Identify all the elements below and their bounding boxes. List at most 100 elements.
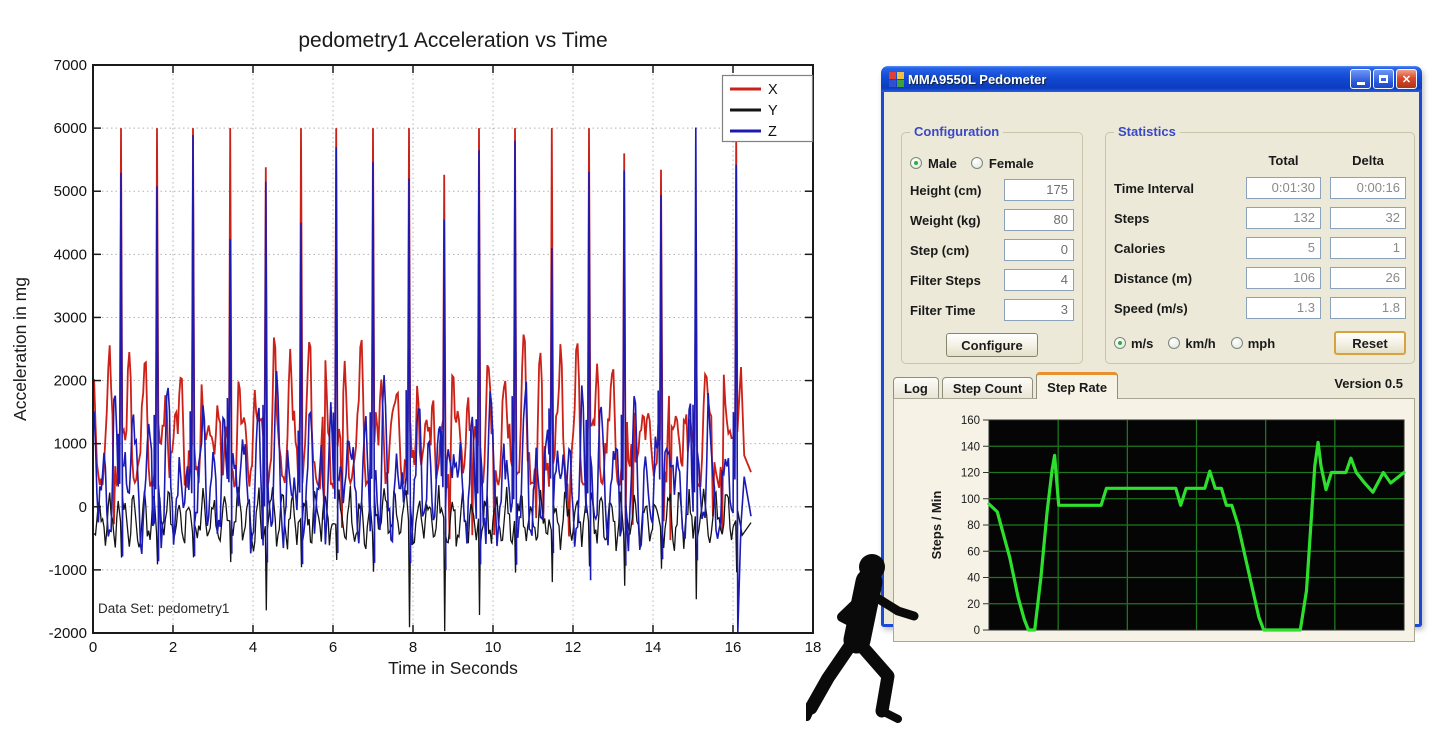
gender-radio-female[interactable] [970, 157, 983, 169]
delta-column-header: Delta [1352, 152, 1384, 168]
window-body: Configuration Male Female Height (cm) 175 W… [884, 92, 1419, 642]
stat-row: Calories 5 1 [1114, 233, 1406, 263]
unit-radio-mph[interactable] [1230, 337, 1243, 349]
window-title: MMA9550L Pedometer [908, 71, 1047, 87]
config-field-label: Height (cm) [910, 182, 982, 198]
legend-label-y: Y [768, 103, 778, 119]
y-tick-label: 5000 [54, 183, 87, 200]
step-rate-panel: 0 20 40 60 80 100 120 140 160 Steps / Min [893, 398, 1415, 642]
minimize-button[interactable] [1350, 69, 1371, 89]
rate-y-tick-label: 120 [961, 468, 980, 480]
acceleration-figure: 0 2 4 6 8 10 12 14 16 18 -2000 -1000 0 1000 2000 3000 40… [10, 29, 822, 678]
tab-step-count[interactable]: Step Count [941, 377, 1034, 399]
speed-units-row: m/s km/h mph Reset [1114, 327, 1406, 359]
statistics-caption: Statistics [1114, 124, 1180, 139]
total-column-header: Total [1268, 152, 1299, 168]
rate-y-tick-label: 60 [967, 546, 980, 558]
config-field-row: Step (cm) 0 [910, 235, 1074, 265]
y-tick-label: 4000 [54, 246, 87, 263]
figure-series [93, 127, 752, 633]
stat-total-value[interactable]: 5 [1246, 237, 1321, 259]
stat-total-value[interactable]: 1.3 [1246, 297, 1321, 319]
config-field-input[interactable]: 3 [1004, 299, 1074, 321]
rate-y-tick-label: 20 [967, 599, 980, 611]
step-rate-line [987, 440, 1406, 632]
figure-frame: 0 2 4 6 8 10 12 14 16 18 -2000 -1000 0 1000 2000 3000 40… [49, 57, 822, 656]
unit-radio-label: mph [1247, 335, 1276, 351]
stat-delta-value[interactable]: 0:00:16 [1330, 177, 1406, 199]
stat-row-label: Time Interval [1114, 180, 1194, 196]
series-y [93, 485, 752, 632]
minimize-icon [1356, 82, 1365, 85]
gender-radio-label: Female [988, 155, 1034, 171]
stat-delta-value[interactable]: 26 [1330, 267, 1406, 289]
statistics-column-headers: Total Delta [1114, 147, 1406, 173]
statistics-rows: Time Interval 0:01:30 0:00:16 Steps 132 32 Cal… [1114, 173, 1406, 323]
x-tick-label: 12 [565, 639, 582, 656]
maximize-button[interactable] [1373, 69, 1394, 89]
configure-button[interactable]: Configure [946, 333, 1038, 357]
y-tick-label: -1000 [49, 562, 87, 579]
stat-delta-value[interactable]: 1.8 [1330, 297, 1406, 319]
figure-y-label: Acceleration in mg [10, 277, 30, 421]
configuration-groupbox: Configuration Male Female Height (cm) 175 W… [901, 124, 1083, 364]
config-field-input[interactable]: 0 [1004, 239, 1074, 261]
unit-radio-ms[interactable] [1114, 337, 1126, 349]
x-tick-label: 2 [169, 639, 177, 656]
reset-button[interactable]: Reset [1334, 331, 1406, 355]
x-tick-label: 18 [805, 639, 822, 656]
stat-total-value[interactable]: 132 [1246, 207, 1321, 229]
close-icon: ✕ [1401, 73, 1412, 86]
config-field-label: Filter Time [910, 302, 976, 318]
config-field-label: Filter Steps [910, 272, 981, 288]
stat-total-value[interactable]: 0:01:30 [1246, 177, 1321, 199]
rate-y-tick-label: 0 [974, 625, 980, 637]
stat-delta-value[interactable]: 1 [1330, 237, 1406, 259]
config-field-label: Weight (kg) [910, 212, 981, 228]
window-titlebar[interactable]: MMA9550L Pedometer ✕ [881, 66, 1422, 92]
y-tick-label: 3000 [54, 309, 87, 326]
gender-radio-male[interactable] [910, 157, 922, 169]
stat-delta-value[interactable]: 32 [1330, 207, 1406, 229]
x-tick-label: 10 [485, 639, 502, 656]
gender-radio-row: Male Female [910, 151, 1074, 175]
figure-legend: XYZ [721, 74, 814, 143]
config-field-row: Weight (kg) 80 [910, 205, 1074, 235]
gender-radio-label: Male [928, 155, 957, 171]
config-field-input[interactable]: 175 [1004, 179, 1074, 201]
tab-step-rate[interactable]: Step Rate [1036, 372, 1119, 399]
close-button[interactable]: ✕ [1396, 69, 1417, 89]
version-label: Version 0.5 [1334, 376, 1403, 391]
unit-radio-kmh[interactable] [1168, 337, 1181, 349]
config-field-row: Height (cm) 175 [910, 175, 1074, 205]
configuration-caption: Configuration [910, 124, 1004, 139]
tab-log[interactable]: Log [893, 377, 939, 399]
rate-y-tick-label: 140 [961, 441, 980, 453]
x-tick-label: 14 [645, 639, 662, 656]
config-field-input[interactable]: 4 [1004, 269, 1074, 291]
tab-strip: Log Step Count Step Rate [893, 372, 1415, 399]
x-tick-label: 8 [409, 639, 417, 656]
step-rate-chart: 0 20 40 60 80 100 120 140 160 Steps / Min [929, 415, 1406, 637]
unit-radio-label: km/h [1185, 335, 1216, 351]
rate-y-tick-label: 80 [967, 520, 980, 532]
figure-gridlines [93, 65, 813, 633]
stat-row-label: Calories [1114, 240, 1166, 256]
stat-row: Speed (m/s) 1.3 1.8 [1114, 293, 1406, 323]
config-field-label: Step (cm) [910, 242, 970, 258]
rate-y-tick-label: 40 [967, 573, 980, 585]
config-field-input[interactable]: 80 [1004, 209, 1074, 231]
stat-total-value[interactable]: 106 [1246, 267, 1321, 289]
stat-row: Steps 132 32 [1114, 203, 1406, 233]
runner-silhouette [806, 554, 919, 723]
y-tick-label: 6000 [54, 120, 87, 137]
rate-y-tick-label: 100 [961, 494, 980, 506]
series-z [93, 127, 752, 633]
y-tick-label: 2000 [54, 373, 87, 390]
legend-label-z: Z [768, 124, 777, 140]
series-x [93, 128, 752, 541]
configuration-fields: Height (cm) 175 Weight (kg) 80 Step (cm) 0 Fil… [910, 175, 1074, 325]
statistics-groupbox: Statistics Total Delta Time Interval 0:01… [1105, 124, 1415, 364]
y-tick-label: 0 [79, 499, 87, 516]
stat-row: Time Interval 0:01:30 0:00:16 [1114, 173, 1406, 203]
